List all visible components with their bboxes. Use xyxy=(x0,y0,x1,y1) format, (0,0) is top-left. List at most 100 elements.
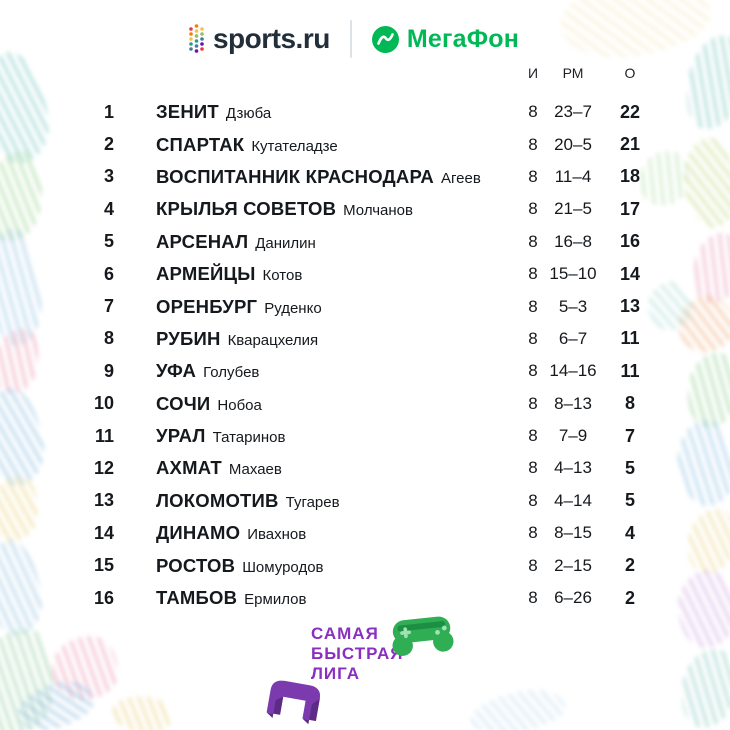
team-name: СПАРТАК xyxy=(156,133,245,155)
slogan-line-3: ЛИГА xyxy=(311,664,360,683)
megafon-logo: МегаФон xyxy=(371,24,519,54)
games-cell: 8 xyxy=(528,393,538,413)
games-cell: 8 xyxy=(528,361,538,381)
table-row: 7 ОРЕНБУРГ Руденко 8 5–3 13 xyxy=(78,290,662,322)
goal-diff-cell: 8–15 xyxy=(554,523,592,543)
header-logos: sports.ru МегаФон xyxy=(0,18,718,60)
games-cell: 8 xyxy=(528,296,538,316)
games-cell: 8 xyxy=(528,458,538,478)
points-cell: 11 xyxy=(620,328,640,349)
team-name: АРМЕЙЦЫ xyxy=(156,263,256,285)
table-row: 8 РУБИН Кварацхелия 8 6–7 11 xyxy=(78,323,662,355)
table-row: 14 ДИНАМО Ивахнов 8 8–15 4 xyxy=(78,517,662,549)
table-row: 13 ЛОКОМОТИВ Тугарев 8 4–14 5 xyxy=(78,485,662,517)
player-name: Махаев xyxy=(228,461,282,479)
games-cell: 8 xyxy=(528,523,538,543)
goal-diff-cell: 15–10 xyxy=(549,264,597,284)
rank-cell: 10 xyxy=(93,393,114,414)
points-cell: 17 xyxy=(619,198,641,219)
team-cell: АРСЕНАЛ Данилин xyxy=(114,231,518,253)
team-name: УРАЛ xyxy=(156,425,206,447)
table-row: 11 УРАЛ Татаринов 8 7–9 7 xyxy=(78,420,662,452)
goal-diff-cell: 16–8 xyxy=(554,231,592,251)
points-cell: 16 xyxy=(619,231,641,252)
team-name: СОЧИ xyxy=(156,392,211,414)
table-row: 16 ТАМБОВ Ермилов 8 6–26 2 xyxy=(78,582,662,614)
team-name: АХМАТ xyxy=(156,457,222,479)
megafon-wordmark: МегаФон xyxy=(406,24,519,53)
table-row: 3 ВОСПИТАННИК КРАСНОДАРА Агеев 8 11–4 18 xyxy=(78,161,662,193)
points-cell: 5 xyxy=(624,457,635,478)
table-row: 10 СОЧИ Нобоа 8 8–13 8 xyxy=(78,388,662,420)
player-name: Молчанов xyxy=(343,202,413,220)
player-name: Нобоа xyxy=(217,396,262,414)
goal-diff-cell: 2–15 xyxy=(554,555,592,575)
team-name: ОРЕНБУРГ xyxy=(156,295,258,317)
rank-cell: 6 xyxy=(103,263,114,284)
player-name: Кутателадзе xyxy=(251,137,338,155)
team-cell: СПАРТАК Кутателадзе xyxy=(114,134,518,156)
team-cell: СОЧИ Нобоа xyxy=(114,393,518,415)
team-cell: ЛОКОМОТИВ Тугарев xyxy=(114,490,518,512)
player-name: Тугарев xyxy=(285,493,340,511)
goal-diff-cell: 21–5 xyxy=(554,199,592,219)
games-cell: 8 xyxy=(528,490,538,510)
table-row: 15 РОСТОВ Шомуродов 8 2–15 2 xyxy=(78,549,662,581)
team-name: АРСЕНАЛ xyxy=(156,230,249,252)
rank-cell: 8 xyxy=(103,328,114,349)
goal-diff-cell: 6–7 xyxy=(558,328,588,348)
rank-cell: 16 xyxy=(93,587,114,608)
team-name: ЛОКОМОТИВ xyxy=(156,489,279,511)
team-name: ДИНАМО xyxy=(156,522,241,544)
goal-diff-cell: 23–7 xyxy=(554,102,592,122)
megafon-icon xyxy=(371,25,399,53)
table-row: 4 КРЫЛЬЯ СОВЕТОВ Молчанов 8 21–5 17 xyxy=(78,193,662,225)
goal-diff-cell: 6–26 xyxy=(554,588,592,608)
player-name: Шомуродов xyxy=(242,558,324,576)
column-header-games: И xyxy=(527,65,539,81)
games-cell: 8 xyxy=(528,102,538,122)
player-name: Ивахнов xyxy=(247,526,307,544)
standings-table: И РМ О 1 ЗЕНИТ Дзюба 8 23–7 22 2 СПАРТАК К… xyxy=(78,62,662,614)
team-cell: ТАМБОВ Ермилов xyxy=(114,587,518,609)
player-name: Руденко xyxy=(264,299,322,317)
rank-cell: 12 xyxy=(93,457,114,478)
rank-cell: 5 xyxy=(103,231,114,252)
team-cell: ОРЕНБУРГ Руденко xyxy=(114,296,518,318)
games-cell: 8 xyxy=(528,264,538,284)
player-name: Агеев xyxy=(440,169,481,187)
team-cell: РОСТОВ Шомуродов xyxy=(114,555,518,577)
games-cell: 8 xyxy=(528,231,538,251)
goal-diff-cell: 4–13 xyxy=(554,458,592,478)
rank-cell: 3 xyxy=(103,166,114,187)
green-gamepad-icon xyxy=(392,616,454,656)
games-cell: 8 xyxy=(528,134,538,154)
rank-cell: 14 xyxy=(93,522,114,543)
table-row: 5 АРСЕНАЛ Данилин 8 16–8 16 xyxy=(78,226,662,258)
player-name: Кварацхелия xyxy=(227,331,319,349)
team-name: ВОСПИТАННИК КРАСНОДАРА xyxy=(156,165,434,187)
standings-header: И РМ О xyxy=(78,62,662,84)
team-cell: ЗЕНИТ Дзюба xyxy=(114,101,518,123)
column-header-goal-diff: РМ xyxy=(562,65,584,81)
team-cell: РУБИН Кварацхелия xyxy=(114,328,518,350)
team-cell: УФА Голубев xyxy=(114,360,518,382)
points-cell: 5 xyxy=(624,490,635,511)
games-cell: 8 xyxy=(528,199,538,219)
logo-divider xyxy=(349,20,352,58)
table-row: 6 АРМЕЙЦЫ Котов 8 15–10 14 xyxy=(78,258,662,290)
player-name: Ермилов xyxy=(244,591,307,609)
goal-diff-cell: 20–5 xyxy=(554,134,592,154)
table-row: 1 ЗЕНИТ Дзюба 8 23–7 22 xyxy=(78,96,662,128)
points-cell: 4 xyxy=(624,522,635,543)
team-name: УФА xyxy=(156,360,197,382)
slogan: САМАЯ БЫСТРАЯ ЛИГА xyxy=(311,624,403,684)
team-cell: АРМЕЙЦЫ Котов xyxy=(114,263,518,285)
rank-cell: 13 xyxy=(93,490,114,511)
team-cell: ДИНАМО Ивахнов xyxy=(114,522,518,544)
rank-cell: 2 xyxy=(103,134,114,155)
player-name: Данилин xyxy=(255,234,316,252)
rank-cell: 11 xyxy=(94,425,114,446)
rank-cell: 4 xyxy=(103,198,114,219)
